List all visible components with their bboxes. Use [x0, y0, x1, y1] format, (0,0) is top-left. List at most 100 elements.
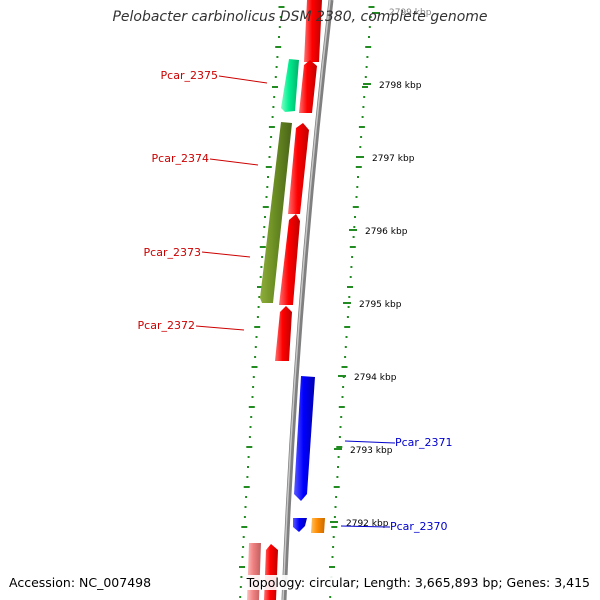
- gene-pcar-2375-arrow[interactable]: [281, 59, 299, 112]
- inner-ring-dot: [240, 576, 243, 578]
- outer-ring-dot: [353, 226, 356, 228]
- inner-ring-dot: [255, 336, 258, 338]
- tick-label-2797: 2797 kbp: [372, 154, 415, 164]
- inner-ring-dot: [273, 96, 276, 98]
- inner-ring-dot: [268, 156, 271, 158]
- genome-summary-text: Topology: circular; Length: 3,665,893 bp…: [244, 575, 592, 590]
- inner-ring-dot: [278, 26, 281, 28]
- outer-ring-dot: [332, 536, 335, 538]
- tick-label-2792: 2792 kbp: [346, 519, 389, 529]
- outer-ring-dot: [348, 296, 351, 298]
- outer-ring-dot: [351, 256, 354, 258]
- inner-ring-dot: [252, 376, 255, 378]
- outer-ring-dot: [365, 46, 372, 48]
- outer-ring-dot: [349, 246, 356, 248]
- outer-ring-dot: [346, 316, 349, 318]
- inner-ring-dot: [266, 186, 269, 188]
- gene-label-pcar-2375[interactable]: Pcar_2375: [161, 69, 218, 82]
- gene-bottom-red-arrow[interactable]: [264, 544, 278, 600]
- gene-small-blue-arrow[interactable]: [293, 518, 307, 532]
- inner-ring-dot: [248, 436, 251, 438]
- gene-pcar-2374-arrow[interactable]: [260, 122, 292, 303]
- leader-line-pcar-2370: [340, 525, 391, 528]
- inner-ring-dot: [263, 226, 266, 228]
- outer-ring-dot: [352, 206, 359, 208]
- outer-ring-dot: [368, 36, 370, 38]
- inner-ring-dot: [264, 216, 266, 218]
- gene-pcar-2373-arrow[interactable]: [279, 214, 300, 305]
- inner-ring-dot: [250, 416, 253, 418]
- outer-ring-dot: [338, 436, 341, 438]
- outer-ring-dot: [342, 386, 345, 388]
- outer-ring-dot: [349, 276, 352, 278]
- gene-label-pcar-2370[interactable]: Pcar_2370: [390, 520, 447, 533]
- inner-ring-dot: [261, 256, 264, 258]
- outer-ring-dot: [344, 356, 347, 358]
- outer-ring-dot: [366, 56, 369, 58]
- tick-label-2794: 2794 kbp: [354, 373, 397, 383]
- tick-label-2796: 2796 kbp: [365, 227, 408, 237]
- inner-ring-dot: [248, 406, 255, 408]
- outer-ring-dot: [347, 306, 350, 308]
- gene-pcar-2370-arrow[interactable]: [311, 518, 325, 533]
- gene-pcar-2374-forward-arrow[interactable]: [288, 123, 309, 214]
- leader-line-pcar-2375: [218, 75, 268, 84]
- tick-label-2793: 2793 kbp: [350, 446, 393, 456]
- inner-ring-dot: [251, 396, 254, 398]
- outer-ring-dot: [368, 6, 375, 8]
- inner-ring-dot: [242, 536, 245, 538]
- outer-ring-dot: [334, 506, 337, 508]
- gene-label-pcar-2371[interactable]: Pcar_2371: [395, 436, 452, 449]
- outer-ring-dot: [365, 66, 368, 68]
- gene-label-pcar-2373[interactable]: Pcar_2373: [144, 246, 201, 259]
- inner-ring-dot: [268, 126, 275, 128]
- gene-top-partial-arrow[interactable]: [304, 0, 322, 62]
- inner-ring-dot: [278, 6, 285, 8]
- gene-label-pcar-2374[interactable]: Pcar_2374: [152, 152, 209, 165]
- inner-ring-dot: [252, 386, 255, 388]
- inner-ring-dot: [278, 36, 280, 38]
- outer-ring-dot: [338, 406, 345, 408]
- genome-backbone: [281, 0, 334, 600]
- outer-ring-dot: [363, 96, 366, 98]
- inner-ring-dot: [256, 316, 259, 318]
- gene-label-pcar-2372[interactable]: Pcar_2372: [138, 319, 195, 332]
- gene-pcar-2371-arrow[interactable]: [294, 376, 315, 501]
- inner-ring-dot: [270, 136, 273, 138]
- outer-ring-dot: [333, 516, 336, 518]
- outer-ring-dot: [344, 326, 351, 328]
- gene-pcar-2375-forward-arrow[interactable]: [299, 60, 317, 113]
- outer-ring-dot: [359, 146, 362, 148]
- gene-pcar-2372-arrow[interactable]: [275, 306, 292, 361]
- outer-ring-dot: [331, 526, 338, 528]
- inner-ring-dot: [260, 266, 263, 268]
- outer-ring-dot: [329, 596, 332, 598]
- outer-ring-dot: [339, 426, 342, 428]
- outer-ring-dot: [337, 456, 340, 458]
- inner-ring-dot: [275, 46, 282, 48]
- outer-ring-dot: [337, 466, 339, 468]
- outer-ring-dot: [356, 186, 359, 188]
- outer-ring-dot: [355, 196, 358, 198]
- inner-ring-dot: [247, 466, 249, 468]
- inner-ring-dot: [249, 426, 252, 428]
- outer-ring-dot: [369, 16, 372, 18]
- inner-ring-dot: [239, 566, 245, 568]
- inner-ring-dot: [257, 286, 263, 288]
- inner-ring-dot: [241, 556, 244, 558]
- outer-ring-dot: [341, 396, 344, 398]
- inner-ring-dot: [242, 546, 245, 548]
- outer-ring-dot: [345, 336, 348, 338]
- inner-ring-dot: [254, 356, 257, 358]
- inner-ring-dot: [246, 446, 253, 448]
- inner-ring-dot: [276, 56, 279, 58]
- outer-ring-dot: [333, 486, 340, 488]
- outer-ring-dot: [332, 546, 335, 548]
- outer-ring-dot: [368, 26, 371, 28]
- accession-text: Accession: NC_007498: [7, 575, 154, 590]
- inner-ring-dot: [279, 16, 282, 18]
- inner-dot-ring: [239, 6, 285, 598]
- gene-pink-partial[interactable]: [247, 543, 261, 600]
- outer-ring-dot: [350, 266, 353, 268]
- outer-ring-dot: [329, 566, 335, 568]
